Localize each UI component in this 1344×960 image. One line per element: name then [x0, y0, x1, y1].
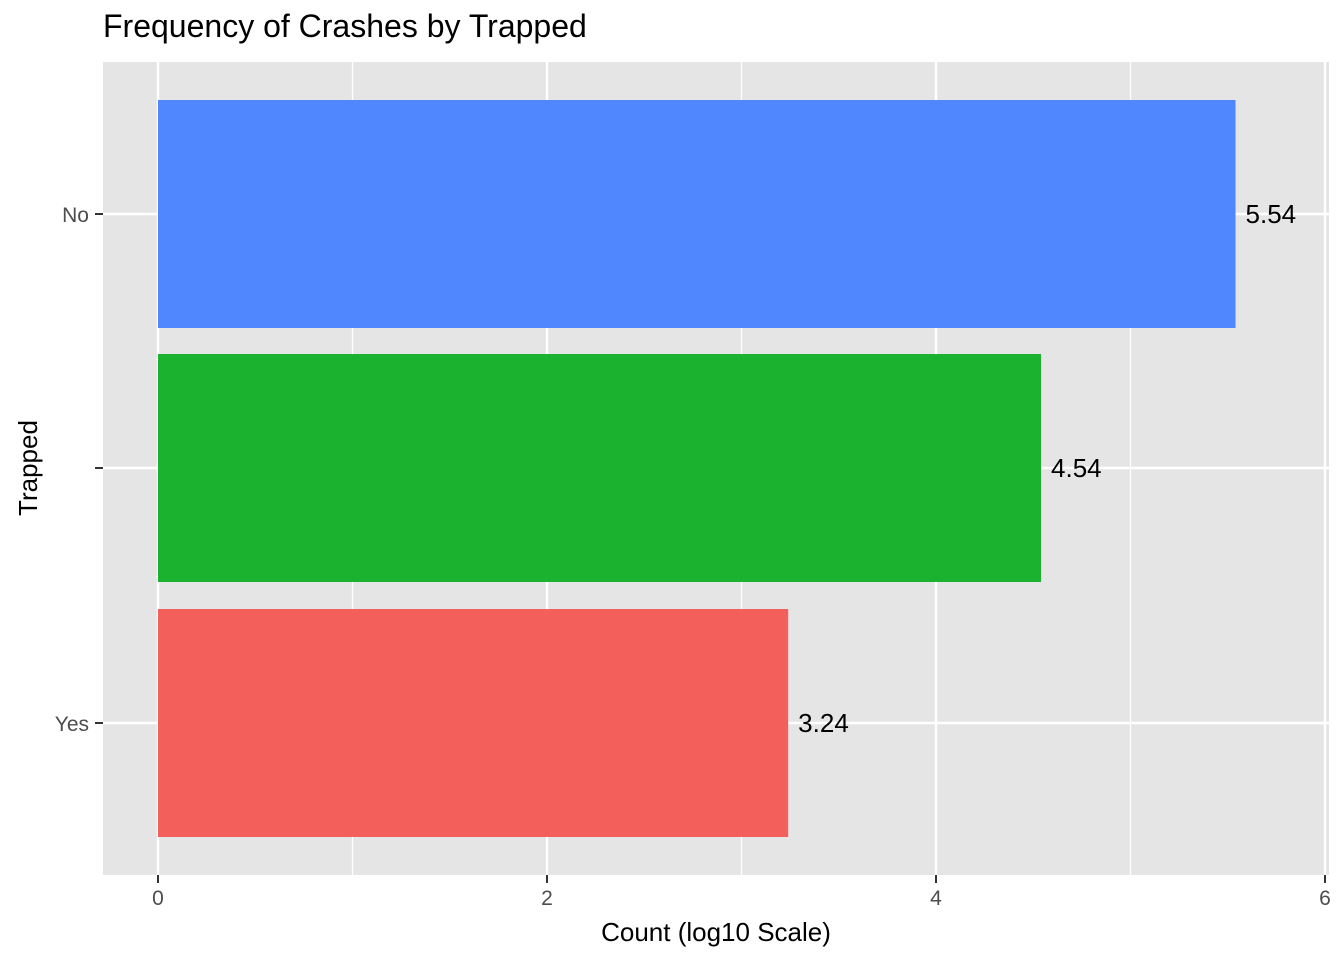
y-axis-title: Trapped	[13, 420, 43, 516]
x-tick-label: 6	[1319, 887, 1331, 910]
bar-value-label: 4.54	[1051, 453, 1102, 483]
bar-series	[158, 100, 1236, 837]
x-tick-label: 4	[930, 887, 942, 910]
bar	[158, 354, 1042, 582]
chart-title: Frequency of Crashes by Trapped	[103, 8, 587, 44]
x-axis: 0 2 4 6	[152, 875, 1331, 910]
x-tick-label: 2	[541, 887, 553, 910]
y-tick-label: No	[62, 204, 89, 227]
bar-value-label: 3.24	[798, 708, 849, 738]
x-tick-label: 0	[152, 887, 164, 910]
y-tick-label: Yes	[55, 713, 89, 736]
bar	[158, 100, 1236, 328]
x-axis-title: Count (log10 Scale)	[601, 917, 831, 947]
bar-value-labels: 5.54 4.54 3.24	[798, 199, 1296, 738]
bar-value-label: 5.54	[1246, 199, 1297, 229]
bar	[158, 609, 789, 837]
y-axis: No Yes	[55, 204, 103, 736]
